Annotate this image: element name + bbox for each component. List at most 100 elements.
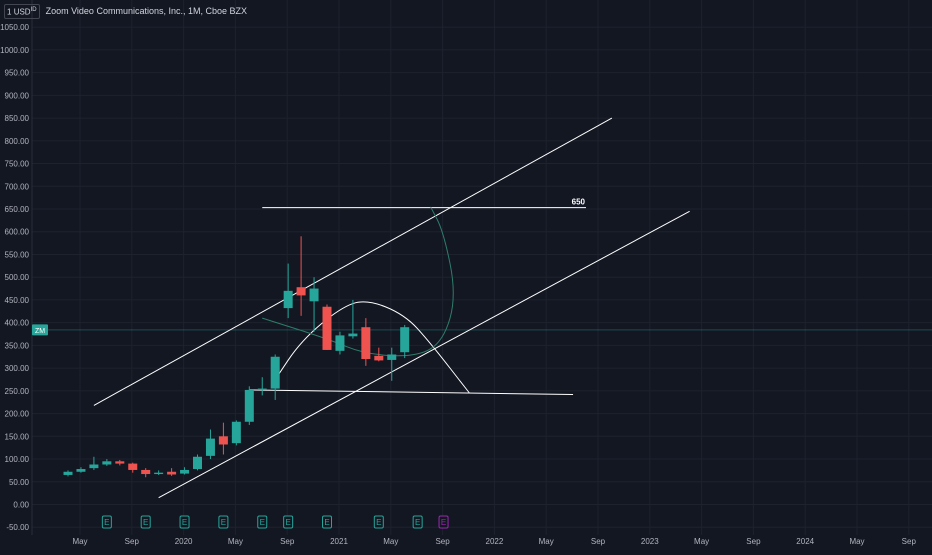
earnings-marker-label: E xyxy=(376,518,381,527)
candle-up[interactable] xyxy=(231,421,241,444)
candle-down[interactable] xyxy=(218,436,228,445)
candle-up[interactable] xyxy=(180,469,190,474)
candle-up[interactable] xyxy=(257,388,267,390)
annotation-650: 650 xyxy=(572,198,586,207)
earnings-marker[interactable] xyxy=(179,515,190,529)
candle-up[interactable] xyxy=(335,335,345,351)
x-tick-label: Sep xyxy=(280,537,295,546)
y-tick-label: 800.00 xyxy=(5,137,30,146)
candle-up[interactable] xyxy=(193,456,202,470)
x-tick-label: 2023 xyxy=(641,537,659,546)
candle-up[interactable] xyxy=(400,327,410,353)
x-tick-label: 2022 xyxy=(486,537,504,546)
candle-up[interactable] xyxy=(76,469,86,472)
earnings-marker[interactable] xyxy=(438,515,449,529)
x-tick-label: 2020 xyxy=(175,537,193,546)
y-tick-label: 250.00 xyxy=(5,387,30,396)
y-tick-label: 1050.00 xyxy=(0,23,29,32)
earnings-marker[interactable] xyxy=(257,515,268,529)
chart-legend: 1 USDID Zoom Video Communications, Inc.,… xyxy=(4,4,247,19)
candle-up[interactable] xyxy=(205,438,215,456)
candle-down[interactable] xyxy=(361,327,371,360)
earnings-marker-label: E xyxy=(324,518,329,527)
candle-up[interactable] xyxy=(348,333,358,337)
bowl-curve[interactable] xyxy=(262,206,454,357)
dome-arc[interactable] xyxy=(274,301,470,394)
earnings-marker[interactable] xyxy=(218,515,229,529)
earnings-marker-label: E xyxy=(221,518,226,527)
earnings-marker-label: E xyxy=(415,518,420,527)
candle-up[interactable] xyxy=(270,356,280,389)
y-tick-label: 600.00 xyxy=(5,228,30,237)
x-tick-label: May xyxy=(228,537,243,546)
y-tick-label: 50.00 xyxy=(9,478,30,487)
y-tick-label: 750.00 xyxy=(5,160,30,169)
y-tick-label: 0.00 xyxy=(13,501,29,510)
scale-currency-button[interactable]: 1 USDID xyxy=(4,4,40,19)
x-tick-label: May xyxy=(849,537,864,546)
candle-down[interactable] xyxy=(374,355,384,361)
currency-suffix: ID xyxy=(30,7,37,13)
candle-down[interactable] xyxy=(115,461,125,464)
y-tick-label: 150.00 xyxy=(5,432,30,441)
y-tick-label: -50.00 xyxy=(6,523,29,532)
earnings-marker-label: E xyxy=(143,518,148,527)
candle-down[interactable] xyxy=(128,463,138,470)
earnings-marker-label: E xyxy=(260,518,265,527)
y-tick-label: 450.00 xyxy=(5,296,30,305)
y-tick-label: 650.00 xyxy=(5,205,30,214)
symbol-title: Zoom Video Communications, Inc., 1M, Cbo… xyxy=(45,6,247,17)
y-tick-label: 850.00 xyxy=(5,114,30,123)
x-tick-label: Sep xyxy=(125,537,140,546)
candle-up[interactable] xyxy=(244,389,254,422)
earnings-marker[interactable] xyxy=(140,515,151,529)
candle-up[interactable] xyxy=(102,461,112,465)
x-tick-label: Sep xyxy=(435,537,450,546)
candle-up[interactable] xyxy=(309,288,319,302)
y-tick-label: 400.00 xyxy=(5,319,30,328)
channel-upper-line[interactable] xyxy=(93,117,613,406)
x-tick-label: 2024 xyxy=(796,537,814,546)
current-price-badge xyxy=(32,324,48,336)
y-tick-label: 1000.00 xyxy=(0,46,29,55)
scale-label: 1 xyxy=(7,7,12,17)
support-line[interactable] xyxy=(249,389,574,395)
y-tick-label: 100.00 xyxy=(5,455,30,464)
x-tick-label: Sep xyxy=(746,537,761,546)
y-tick-label: 550.00 xyxy=(5,250,30,259)
earnings-marker-label: E xyxy=(441,518,446,527)
y-tick-label: 950.00 xyxy=(5,69,30,78)
candle-down[interactable] xyxy=(296,287,306,296)
x-tick-label: May xyxy=(694,537,709,546)
earnings-marker[interactable] xyxy=(412,515,423,529)
x-tick-label: May xyxy=(383,537,398,546)
candle-up[interactable] xyxy=(89,464,99,469)
candle-up[interactable] xyxy=(63,471,73,475)
y-tick-label: 300.00 xyxy=(5,364,30,373)
current-price-symbol: ZM xyxy=(35,328,45,335)
x-tick-label: Sep xyxy=(591,537,606,546)
candle-up[interactable] xyxy=(154,472,164,475)
y-tick-label: 500.00 xyxy=(5,273,30,282)
candle-down[interactable] xyxy=(322,306,332,350)
earnings-marker[interactable] xyxy=(101,515,112,529)
x-tick-label: May xyxy=(539,537,554,546)
candle-up[interactable] xyxy=(283,290,293,309)
y-tick-label: 200.00 xyxy=(5,410,30,419)
x-tick-label: May xyxy=(72,537,87,546)
candle-down[interactable] xyxy=(167,471,177,475)
channel-lower-line[interactable] xyxy=(158,210,690,499)
earnings-marker-label: E xyxy=(285,518,290,527)
candle-down[interactable] xyxy=(141,469,151,475)
earnings-marker-label: E xyxy=(182,518,187,527)
earnings-marker[interactable] xyxy=(322,515,332,529)
x-tick-label: 2021 xyxy=(330,537,348,546)
earnings-marker[interactable] xyxy=(373,515,384,529)
x-tick-label: Sep xyxy=(902,537,917,546)
earnings-marker-label: E xyxy=(104,518,109,527)
earnings-marker[interactable] xyxy=(283,515,294,529)
candle-up[interactable] xyxy=(387,354,397,360)
